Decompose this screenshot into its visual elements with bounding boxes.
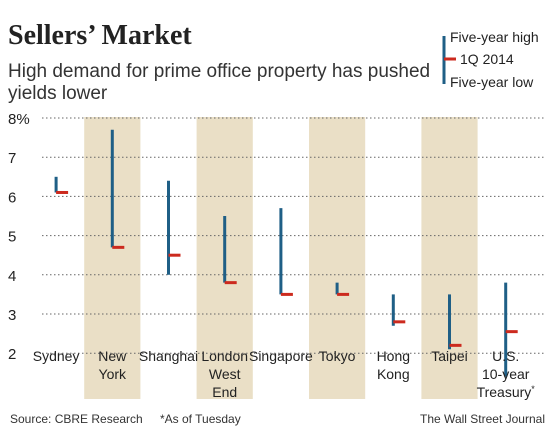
chart-subtitle: High demand for prime office property ha… <box>8 61 430 104</box>
category-label: U.S. 10-year Treasury* <box>477 348 536 400</box>
footer-publisher: The Wall Street Journal <box>420 412 545 426</box>
y-ticks-layer: 2 3 4 5 6 7 8% <box>8 111 30 363</box>
y-tick-label: 4 <box>8 268 16 285</box>
category-label: New York <box>98 348 127 382</box>
y-tick-label: 8% <box>8 111 30 128</box>
category-label: Sydney <box>33 348 80 364</box>
category-label: Hong Kong <box>377 348 410 382</box>
category-label: Taipei <box>431 348 468 364</box>
y-tick-label: 6 <box>8 189 16 206</box>
category-shade-band <box>421 117 478 399</box>
footer-source: Source: CBRE Research <box>10 412 143 426</box>
legend-current-label: 1Q 2014 <box>460 51 514 67</box>
category-label: Tokyo <box>319 348 356 364</box>
category-shade-band <box>309 117 366 399</box>
y-tick-label: 7 <box>8 150 16 167</box>
category-label: Singapore <box>249 348 313 364</box>
x-labels-layer: Sydney New York Shanghai London West EndSingap… <box>33 348 536 400</box>
legend: Five-year high 1Q 2014 Five-year low <box>442 29 539 90</box>
footer-note: *As of Tuesday <box>160 412 241 426</box>
legend-low-label: Five-year low <box>450 74 534 90</box>
y-tick-label: 3 <box>8 307 16 324</box>
legend-high-label: Five-year high <box>450 29 539 45</box>
y-tick-label: 5 <box>8 229 16 246</box>
category-label: Shanghai <box>139 348 198 364</box>
marks-layer <box>54 129 518 377</box>
category-label: London West End <box>201 348 248 400</box>
y-tick-label: 2 <box>8 346 16 363</box>
chart-title: Sellers’ Market <box>8 20 192 51</box>
